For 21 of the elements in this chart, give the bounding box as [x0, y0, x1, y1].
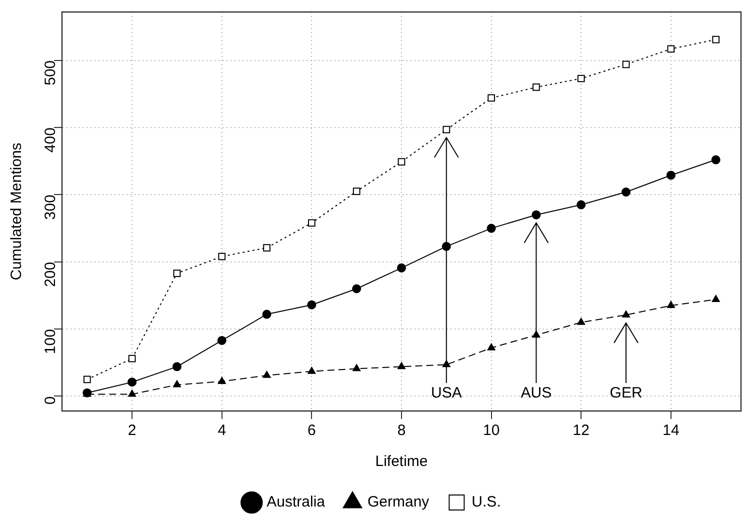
x-tick-label: 4 [218, 422, 226, 440]
x-axis-title: Lifetime [375, 453, 428, 470]
y-tick-label: 0 [42, 396, 60, 405]
annotation: USA [430, 384, 462, 402]
annotation: GER [610, 384, 642, 402]
y-tick-label: 500 [42, 60, 60, 86]
x-tick-label: 2 [128, 422, 136, 440]
x-tick-label: 6 [308, 422, 316, 440]
x-tick-label: 12 [572, 422, 590, 440]
legend-label: U.S. [472, 494, 501, 511]
x-tick-label: 8 [397, 422, 406, 440]
legend-label: Australia [266, 494, 326, 511]
x-tick-label: 14 [662, 422, 680, 440]
y-tick-label: 300 [42, 194, 60, 220]
y-tick-label: 200 [42, 262, 60, 287]
y-axis-title: Cumulated Mentions [8, 142, 26, 280]
y-tick-label: 100 [42, 329, 60, 354]
x-tick-label: 10 [482, 422, 500, 440]
legend-label: Germany [368, 494, 430, 511]
annotation: AUS [520, 384, 552, 402]
y-tick-label: 400 [42, 128, 60, 153]
